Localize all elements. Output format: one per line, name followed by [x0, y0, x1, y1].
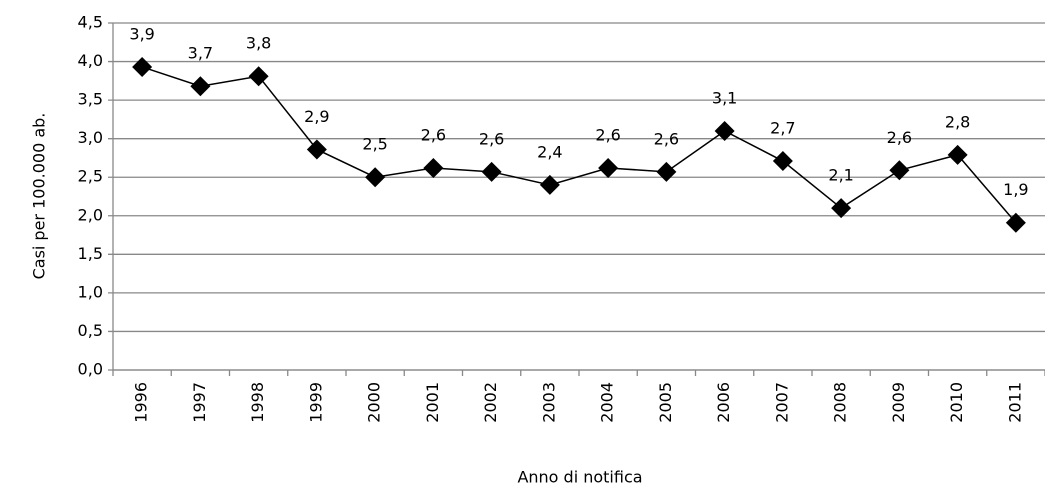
data-label: 2,9 — [304, 107, 329, 126]
marker — [306, 139, 327, 160]
x-tick-label: 2011 — [1005, 382, 1024, 423]
marker — [889, 160, 910, 181]
x-tick-label: 2010 — [947, 382, 966, 423]
x-tick-label: 2001 — [423, 382, 442, 423]
marker — [656, 161, 677, 182]
data-label: 2,6 — [595, 125, 620, 144]
marker — [132, 56, 153, 77]
data-label: 2,6 — [654, 129, 679, 148]
data-label: 1,9 — [1003, 180, 1028, 199]
x-tick-label: 1997 — [190, 382, 209, 423]
y-tick-label: 0,5 — [78, 321, 103, 340]
x-tick-label: 2007 — [772, 382, 791, 423]
y-axis-title: Casi per 100.000 ab. — [30, 113, 49, 280]
marker — [772, 151, 793, 172]
y-tick-label: 4,5 — [78, 13, 103, 32]
y-tick-label: 2,0 — [78, 205, 103, 224]
x-tick-label: 2000 — [365, 382, 384, 423]
x-axis-title: Anno di notifica — [517, 468, 642, 487]
data-label: 2,6 — [421, 125, 446, 144]
data-label: 2,6 — [479, 129, 504, 148]
x-tick-label: 2004 — [598, 382, 617, 423]
x-tick-label: 2002 — [481, 382, 500, 423]
x-tick-label: 2006 — [714, 382, 733, 423]
y-tick-label: 3,0 — [78, 128, 103, 147]
data-label: 3,7 — [188, 44, 213, 63]
data-label: 2,1 — [828, 166, 853, 185]
data-label: 3,9 — [129, 24, 154, 43]
marker — [423, 157, 444, 178]
marker — [714, 120, 735, 141]
y-tick-label: 3,5 — [78, 90, 103, 109]
y-tick-label: 2,5 — [78, 167, 103, 186]
marker — [365, 167, 386, 188]
marker — [190, 76, 211, 97]
x-tick-label: 2005 — [656, 382, 675, 423]
marker — [598, 157, 619, 178]
data-label: 2,6 — [887, 128, 912, 147]
marker — [1005, 212, 1026, 233]
y-tick-label: 4,0 — [78, 51, 103, 70]
data-label: 2,7 — [770, 119, 795, 138]
marker — [248, 66, 269, 87]
y-tick-label: 0,0 — [78, 360, 103, 379]
marker — [539, 174, 560, 195]
data-label: 3,1 — [712, 88, 737, 107]
marker — [481, 161, 502, 182]
data-label: 2,8 — [945, 112, 970, 131]
marker — [831, 198, 852, 219]
data-line — [141, 66, 1017, 224]
data-label: 2,4 — [537, 142, 562, 161]
x-tick-label: 2009 — [889, 382, 908, 423]
y-tick-label: 1,5 — [78, 244, 103, 263]
data-label: 2,5 — [362, 135, 387, 154]
y-tick-label: 1,0 — [78, 282, 103, 301]
data-label: 3,8 — [246, 34, 271, 53]
marker — [947, 144, 968, 165]
x-tick-label: 1998 — [248, 382, 267, 423]
x-tick-label: 2003 — [539, 382, 558, 423]
x-tick-label: 2008 — [831, 382, 850, 423]
x-tick-label: 1999 — [306, 382, 325, 423]
x-tick-label: 1996 — [132, 382, 151, 423]
